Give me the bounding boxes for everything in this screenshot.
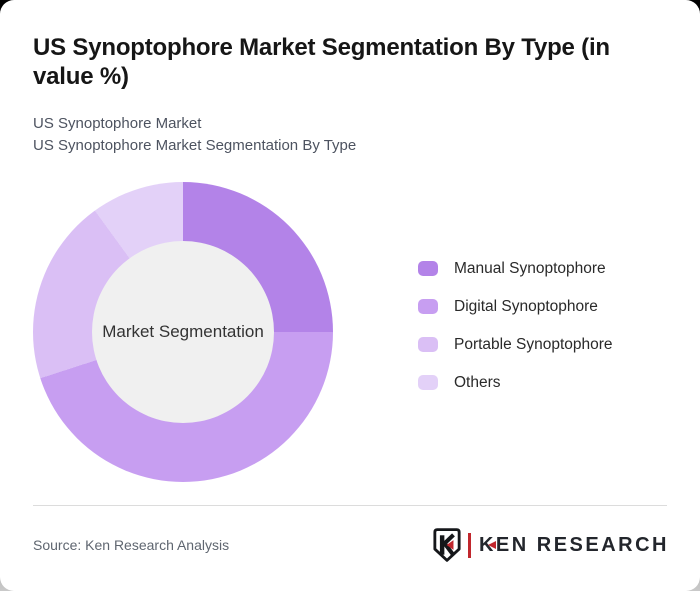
source-text: Source: Ken Research Analysis xyxy=(33,537,230,553)
donut-center: Market Segmentation xyxy=(92,241,274,423)
legend-item-manual-synoptophore[interactable]: Manual Synoptophore xyxy=(418,259,613,277)
legend-label: Others xyxy=(454,373,501,391)
legend-item-digital-synoptophore[interactable]: Digital Synoptophore xyxy=(418,297,613,315)
logo-k-triangle-icon xyxy=(487,541,496,549)
logo-divider-bar xyxy=(467,532,471,558)
logo-wordmark-text: KEN RESEARCH xyxy=(478,533,669,556)
ken-research-shield-icon xyxy=(433,528,461,562)
legend-item-portable-synoptophore[interactable]: Portable Synoptophore xyxy=(418,335,613,353)
chart-subtitle-line1: US Synoptophore Market xyxy=(33,115,202,132)
chart-subtitle: US Synoptophore Market US Synoptophore M… xyxy=(33,113,356,157)
chart-subtitle-line2: US Synoptophore Market Segmentation By T… xyxy=(33,137,357,154)
legend-swatch-portable xyxy=(418,337,438,352)
legend-label: Digital Synoptophore xyxy=(454,297,598,315)
legend-swatch-others xyxy=(418,375,438,390)
legend: Manual Synoptophore Digital Synoptophore… xyxy=(418,259,613,413)
legend-item-others[interactable]: Others xyxy=(418,373,613,391)
donut-center-label: Market Segmentation xyxy=(102,322,264,341)
footer-divider xyxy=(33,505,667,506)
legend-swatch-digital xyxy=(418,299,438,314)
legend-swatch-manual xyxy=(418,261,438,276)
legend-label: Manual Synoptophore xyxy=(454,259,606,277)
ken-research-logo: KEN RESEARCH xyxy=(433,527,669,563)
chart-title: US Synoptophore Market Segmentation By T… xyxy=(33,34,610,90)
legend-label: Portable Synoptophore xyxy=(454,335,613,353)
logo-wordmark: KEN RESEARCH xyxy=(479,534,669,557)
donut-chart: Market Segmentation xyxy=(33,182,333,482)
